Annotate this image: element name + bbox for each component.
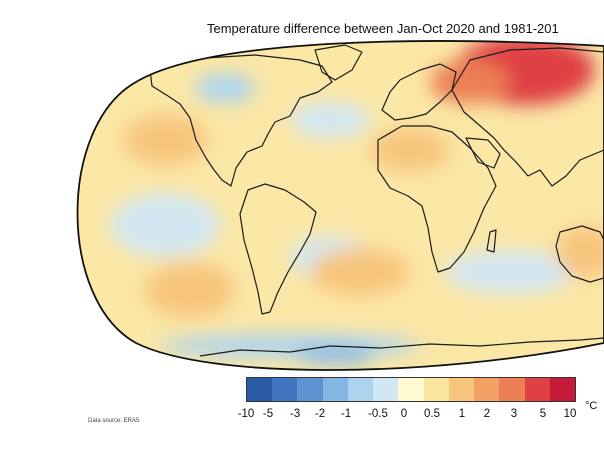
color-scale-segment bbox=[549, 378, 576, 401]
anomaly-patch bbox=[310, 248, 410, 296]
color-scale-segment bbox=[297, 378, 323, 401]
color-scale-tick-label: 0.5 bbox=[424, 408, 440, 420]
arabia-outline bbox=[465, 137, 501, 169]
color-scale-segment bbox=[373, 378, 399, 401]
anomaly-patch bbox=[110, 193, 220, 257]
anomaly-patch bbox=[370, 128, 450, 172]
color-scale-segment bbox=[499, 378, 525, 401]
color-scale-segment bbox=[448, 378, 475, 401]
anomaly-patch bbox=[123, 114, 207, 166]
color-scale-tick-label: -10 bbox=[237, 408, 255, 420]
color-scale-bar bbox=[246, 377, 576, 402]
color-scale-segment bbox=[423, 378, 449, 401]
greenland-outline bbox=[314, 44, 363, 81]
antarctica-outline bbox=[199, 337, 604, 357]
anomaly-patch bbox=[430, 60, 510, 104]
color-scale-tick-label: 10 bbox=[563, 408, 577, 420]
color-scale-segment bbox=[247, 378, 273, 401]
color-scale-tick-label: 2 bbox=[483, 408, 491, 420]
color-scale-segment bbox=[322, 378, 348, 401]
color-scale-segment bbox=[474, 378, 500, 401]
data-source-note: Data source: ERA5 bbox=[88, 418, 140, 424]
map-title: Temperature difference between Jan-Oct 2… bbox=[207, 21, 559, 36]
color-scale-tick-label: -5 bbox=[262, 408, 274, 420]
color-scale-tick-label: -1 bbox=[340, 408, 352, 420]
north-america-outline bbox=[149, 54, 333, 187]
color-scale-segment bbox=[398, 378, 424, 401]
color-scale-tick-label: 1 bbox=[458, 408, 466, 420]
anomaly-patch bbox=[445, 250, 575, 294]
color-scale-tick-label: 3 bbox=[510, 408, 518, 420]
anomaly-patch bbox=[145, 262, 235, 318]
africa-outline bbox=[377, 125, 497, 273]
color-scale-ticks: -10 -5 -3 -2 -1 -0.5 0 0.5 1 2 3 5 10 bbox=[0, 408, 604, 426]
unit-label: °C bbox=[585, 400, 598, 412]
anomaly-patch bbox=[290, 102, 370, 138]
color-scale-tick-label: 0 bbox=[400, 408, 408, 420]
anomaly-patch bbox=[160, 334, 420, 358]
europe-outline bbox=[381, 63, 457, 121]
color-scale-segment bbox=[272, 378, 298, 401]
asia-outline bbox=[451, 47, 604, 187]
color-scale-tick-label: -2 bbox=[314, 408, 326, 420]
color-scale-segment bbox=[347, 378, 374, 401]
anomaly-patch bbox=[556, 226, 604, 278]
anomaly-patch bbox=[195, 73, 255, 103]
australia-outline bbox=[555, 225, 604, 283]
color-scale-tick-label: -0.5 bbox=[368, 408, 388, 420]
color-scale-tick-label: -3 bbox=[289, 408, 301, 420]
color-scale-segment bbox=[524, 378, 550, 401]
south-america-outline bbox=[239, 183, 317, 315]
madagascar-outline bbox=[486, 229, 497, 253]
anomaly-patch bbox=[295, 348, 375, 364]
color-scale-tick-label: 5 bbox=[539, 408, 547, 420]
